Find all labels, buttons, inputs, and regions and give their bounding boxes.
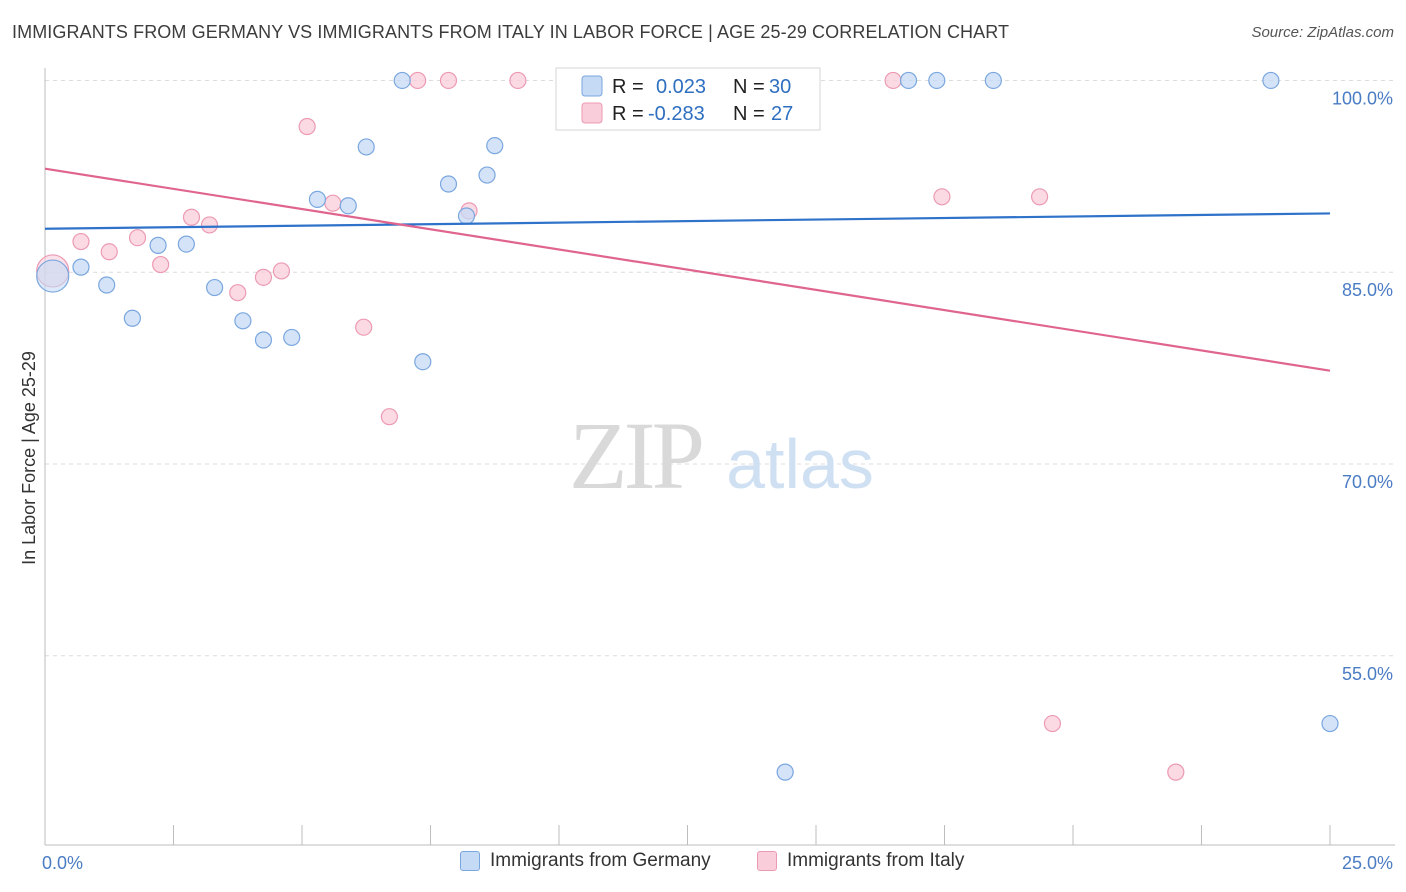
series-legend: Immigrants from Germany Immigrants from … [0, 850, 1406, 880]
italy-point-6 [200, 216, 219, 234]
germany-point-25 [984, 71, 1002, 90]
germany-point-23 [899, 71, 918, 90]
germany-trend-line [44, 212, 1331, 230]
germany-point-27 [1321, 714, 1339, 733]
italy-trend-line [44, 167, 1331, 372]
germany-point-16 [457, 207, 476, 225]
italy-point-15 [439, 71, 458, 90]
legend-item-italy[interactable]: Immigrants from Italy [757, 850, 964, 872]
germany-point-7 [234, 312, 252, 330]
legend-item-germany[interactable]: Immigrants from Germany [460, 850, 711, 872]
italy-point-5 [182, 208, 201, 226]
italy-point-11 [324, 194, 342, 212]
germany-point-11 [339, 197, 357, 215]
germany-point-5 [177, 235, 195, 253]
gridlines [45, 79, 1395, 657]
legend-italy-square [757, 851, 777, 871]
x-tick-labels: 0.0% 25.0% [42, 853, 1393, 873]
x-tick-label-0: 0.0% [42, 853, 83, 873]
y-tick-label-2: 70.0% [1342, 472, 1393, 492]
germany-point-14 [414, 353, 432, 371]
legend-italy-label: Immigrants from Italy [787, 850, 965, 871]
italy-point-3 [128, 229, 147, 247]
italy-point-22 [933, 188, 951, 206]
axes [44, 68, 1395, 846]
germany-point-15 [439, 175, 458, 193]
italy-point-24 [1043, 714, 1062, 733]
x-tick-label-1: 25.0% [1342, 853, 1393, 873]
legend-germany-n-label: N = [733, 76, 765, 98]
italy-point-9 [272, 262, 291, 280]
germany-point-12 [357, 138, 375, 156]
trend-lines [44, 167, 1331, 372]
y-axis-label: In Labor Force | Age 25-29 [19, 351, 39, 565]
germany-point-8 [254, 331, 273, 349]
germany-point-9 [283, 328, 301, 347]
legend-italy-n-label: N = [733, 103, 765, 125]
watermark-zip: ZIP [569, 402, 702, 509]
germany-point-18 [486, 137, 504, 155]
italy-point-14 [409, 71, 427, 90]
italy-point-7 [229, 284, 247, 302]
correlation-legend: R = 0.023 N = 30 R = -0.283 N = 27 [555, 67, 821, 131]
legend-germany-r-value: 0.023 [656, 76, 706, 98]
legend-italy-swatch [581, 102, 603, 124]
legend-germany-label: Immigrants from Germany [490, 850, 711, 871]
germany-point-1 [72, 258, 90, 276]
chart-source: Source: ZipAtlas.com [1251, 24, 1394, 41]
watermark-atlas: atlas [726, 425, 874, 503]
legend-italy-r-label: R = [612, 103, 644, 125]
germany-point-10 [308, 190, 327, 208]
germany-point-2 [98, 276, 116, 294]
legend-germany-n-value: 30 [769, 76, 791, 98]
legend-germany-square [460, 851, 480, 871]
italy-point-13 [380, 408, 398, 426]
italy-point-17 [509, 71, 527, 90]
legend-italy-r-value: -0.283 [648, 103, 705, 125]
series-germany-points [36, 71, 1339, 781]
chart-title: IMMIGRANTS FROM GERMANY VS IMMIGRANTS FR… [12, 22, 1010, 42]
germany-point-3 [123, 309, 141, 327]
y-tick-label-3: 55.0% [1342, 664, 1393, 684]
y-tick-label-0: 100.0% [1332, 88, 1393, 108]
italy-point-25 [1167, 763, 1185, 781]
italy-point-2 [100, 243, 118, 261]
germany-point-26 [1262, 71, 1280, 90]
germany-point-22 [776, 763, 794, 781]
italy-point-4 [152, 255, 170, 274]
italy-point-23 [1030, 188, 1049, 206]
watermark: ZIP atlas [569, 402, 874, 509]
germany-point-4 [149, 236, 167, 254]
italy-point-8 [254, 268, 273, 286]
italy-point-10 [298, 117, 316, 136]
germany-point-13 [393, 71, 411, 90]
germany-point-6 [206, 278, 224, 297]
legend-germany-r-label: R = [612, 76, 644, 98]
legend-italy-n-value: 27 [771, 103, 793, 125]
italy-point-21 [884, 71, 902, 90]
y-tick-label-1: 85.0% [1342, 280, 1393, 300]
germany-point-17 [478, 166, 496, 184]
germany-point-0 [36, 259, 70, 293]
germany-point-24 [928, 71, 946, 90]
italy-point-12 [355, 318, 373, 336]
legend-germany-swatch [581, 75, 603, 97]
italy-point-1 [72, 232, 90, 251]
y-tick-labels: 100.0% 85.0% 70.0% 55.0% [1332, 88, 1393, 683]
